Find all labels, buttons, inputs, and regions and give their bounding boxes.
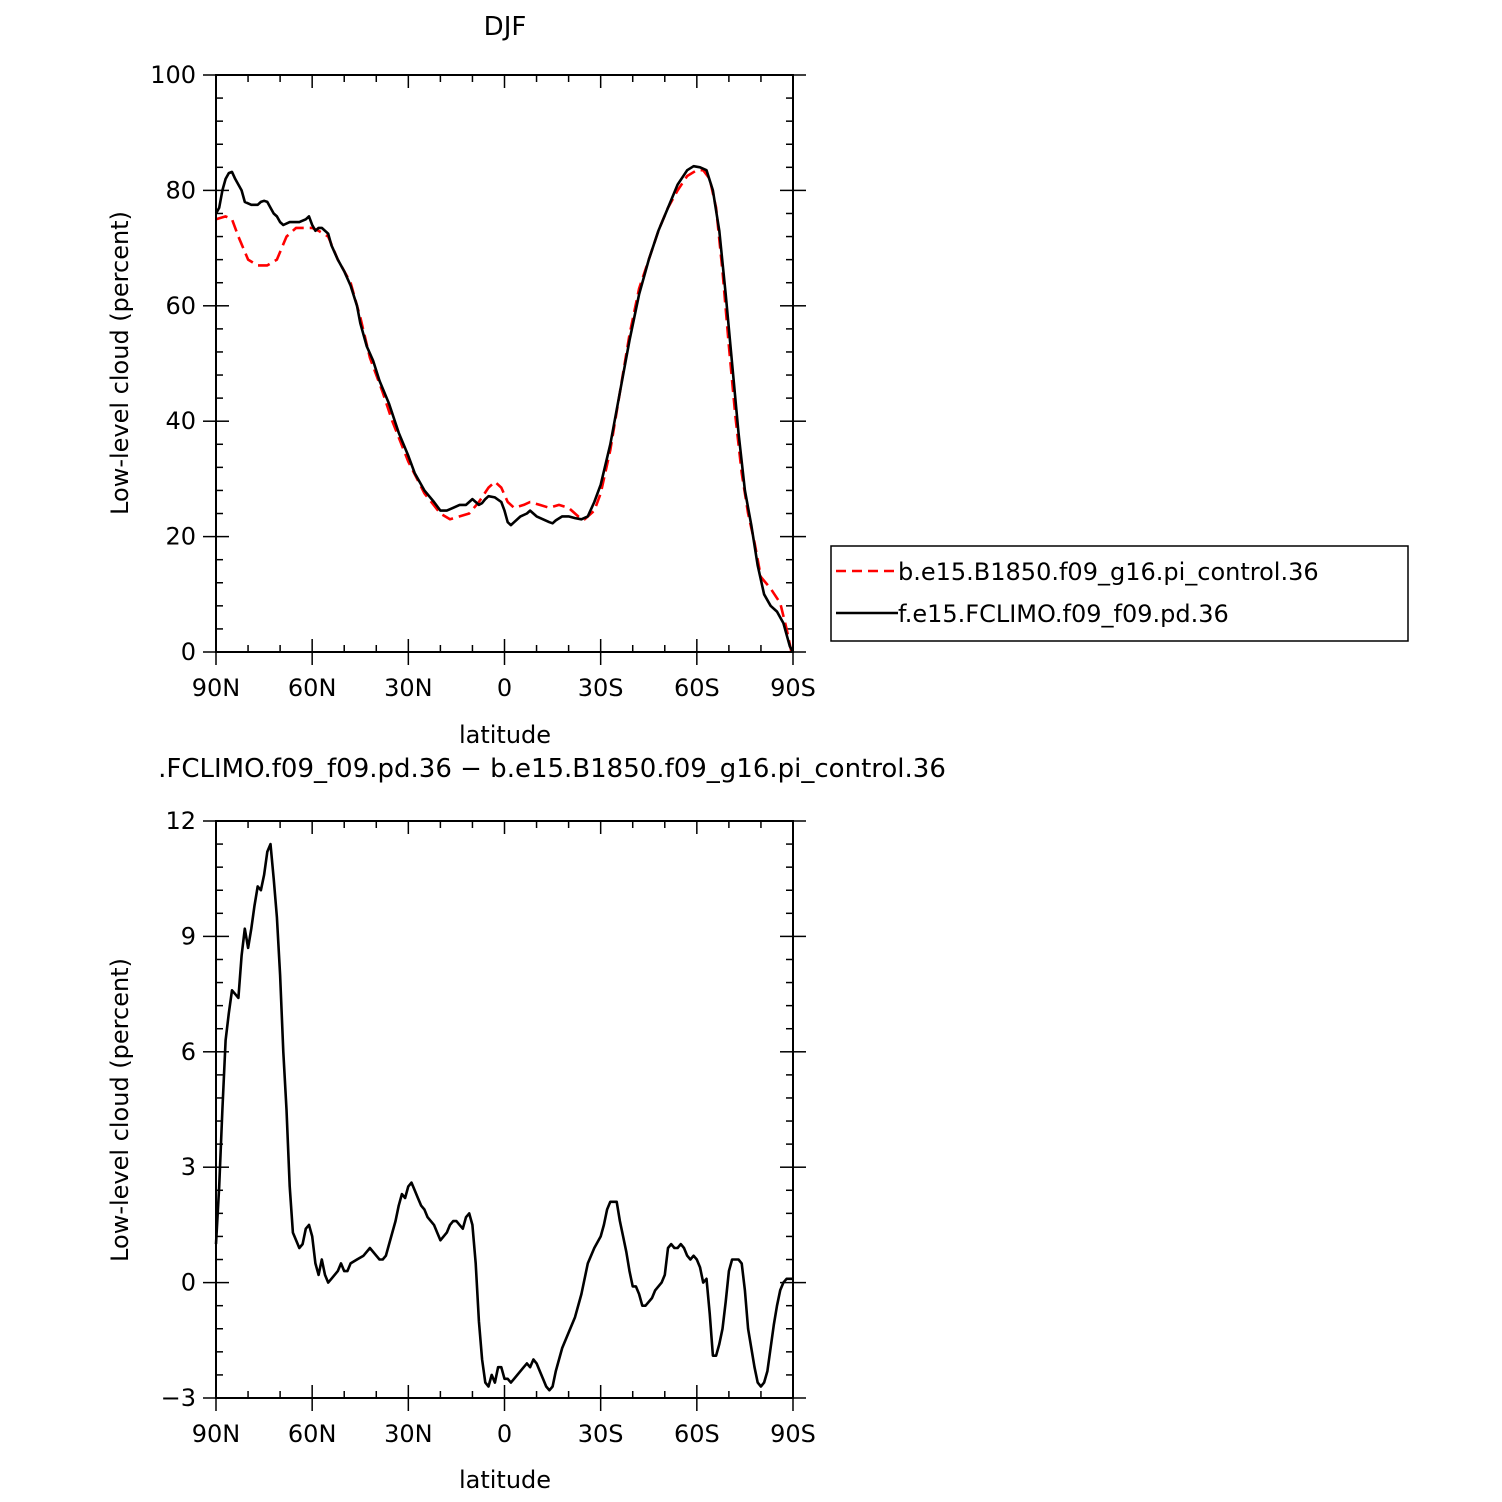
top-chart-series-line-0: [215, 168, 793, 653]
top-chart-ytick-label: 100: [150, 61, 196, 89]
bottom-chart-ytick-label: 6: [181, 1038, 196, 1066]
top-chart-plot-frame: [215, 74, 794, 653]
bottom-chart-xlabel: latitude: [459, 1466, 551, 1494]
bottom-chart-ytick-label: 12: [165, 807, 196, 835]
top-chart-xtick-label: 30N: [384, 674, 433, 702]
bottom-chart-xtick-label: 60S: [674, 1420, 720, 1448]
bottom-chart-xtick-label: 30S: [578, 1420, 624, 1448]
top-chart-ticks: 90N 60N 30N 0 30S 60S 90S 0 20 40 60 80 100: [150, 61, 816, 702]
legend-box: [830, 545, 1409, 642]
bottom-chart-xtick-label: 90S: [770, 1420, 816, 1448]
bottom-chart-xtick-label: 90N: [192, 1420, 241, 1448]
bottom-chart-ytick-label: 9: [181, 922, 196, 950]
top-chart-title: DJF: [484, 12, 527, 42]
bottom-chart-series-line-0: [214, 842, 793, 1392]
top-chart-panel: DJF latitude Low-level cloud (percent) 9…: [106, 12, 816, 749]
bottom-chart-ytick-label: 0: [181, 1269, 196, 1297]
top-chart-xtick-label: 30S: [578, 674, 624, 702]
bottom-chart-series: [214, 842, 793, 1392]
top-chart-legend: b.e15.B1850.f09_g16.pi_control.36 f.e15.…: [830, 545, 1409, 642]
bottom-chart-ylabel: Low-level cloud (percent): [106, 958, 134, 1262]
bottom-chart-xtick-label: 0: [497, 1420, 512, 1448]
bottom-chart-xtick-label: 60N: [288, 1420, 337, 1448]
top-chart-ytick-label: 60: [165, 292, 196, 320]
top-chart-xtick-label: 90N: [192, 674, 241, 702]
bottom-chart-title: .FCLIMO.f09_f09.pd.36 − b.e15.B1850.f09_…: [158, 754, 946, 784]
bottom-chart-ticks: 90N 60N 30N 0 30S 60S 90S −3 0 3 6 9 12: [161, 807, 816, 1448]
legend-label-f-e15-fclimo: f.e15.FCLIMO.f09_f09.pd.36: [898, 600, 1229, 628]
top-chart-ytick-label: 80: [165, 176, 196, 204]
bottom-chart-panel: .FCLIMO.f09_f09.pd.36 − b.e15.B1850.f09_…: [106, 754, 946, 1494]
top-chart-ytick-label: 20: [165, 523, 196, 551]
bottom-chart-ytick-label: 3: [181, 1153, 196, 1181]
top-chart-xlabel: latitude: [459, 721, 551, 749]
top-chart-ylabel: Low-level cloud (percent): [106, 211, 134, 515]
bottom-chart-plot-frame: [215, 820, 794, 1399]
top-chart-xtick-label: 0: [497, 674, 512, 702]
bottom-chart-ytick-label: −3: [161, 1384, 196, 1412]
top-chart-series-line-1: [214, 164, 795, 653]
top-chart-series: [214, 164, 795, 653]
top-chart-ytick-label: 0: [181, 638, 196, 666]
top-chart-xtick-label: 90S: [770, 674, 816, 702]
legend-label-b-e15-b1850: b.e15.B1850.f09_g16.pi_control.36: [898, 558, 1319, 586]
bottom-chart-xtick-label: 30N: [384, 1420, 433, 1448]
top-chart-xtick-label: 60S: [674, 674, 720, 702]
top-chart-ytick-label: 40: [165, 407, 196, 435]
top-chart-xtick-label: 60N: [288, 674, 337, 702]
